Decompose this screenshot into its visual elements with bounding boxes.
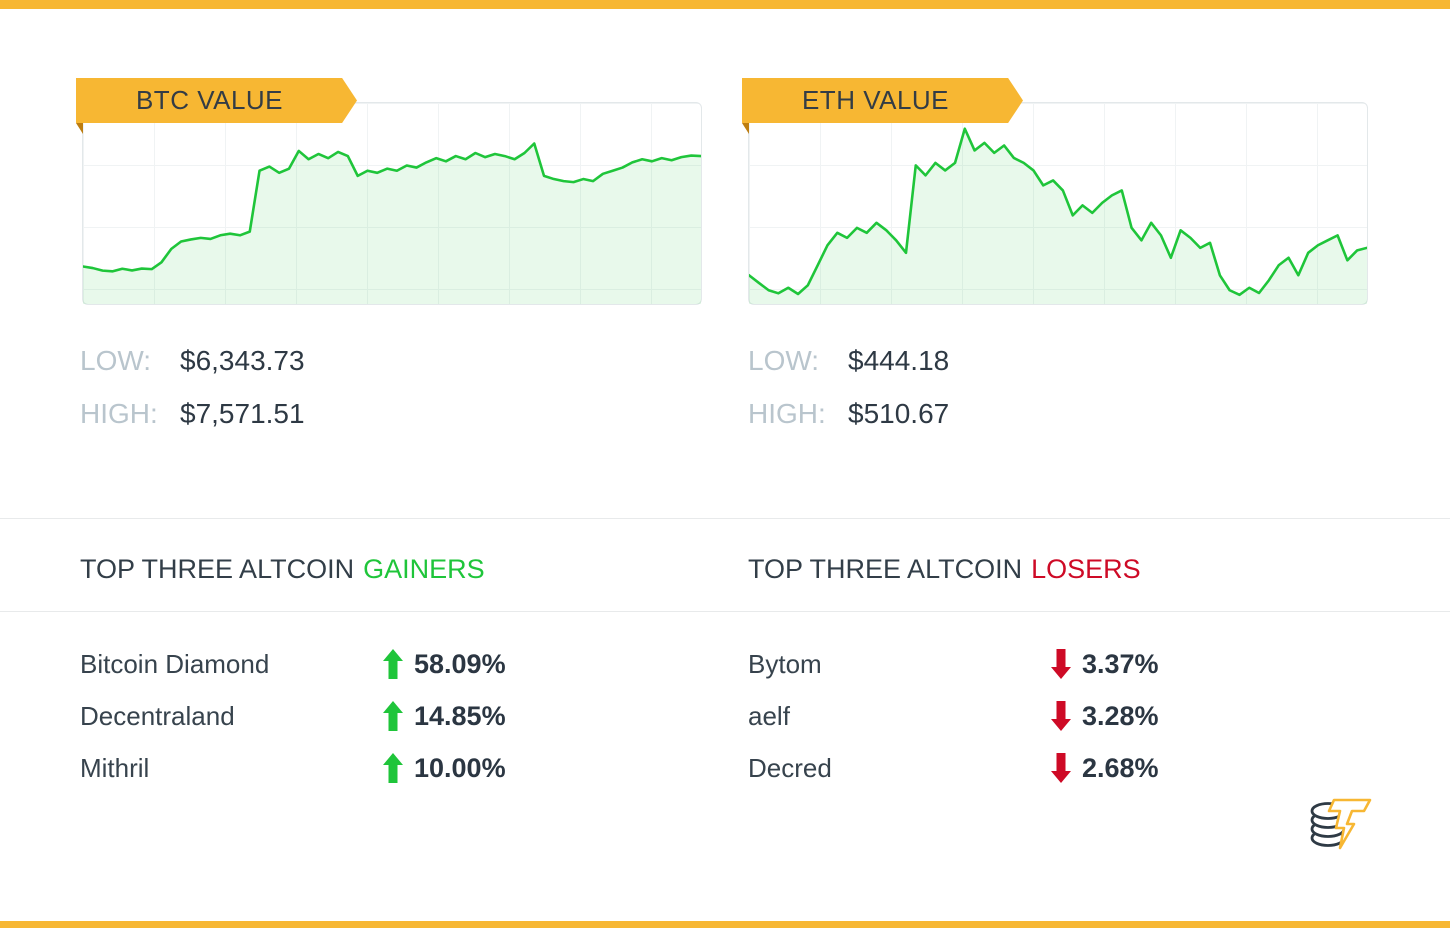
- loser-row: aelf 3.28%: [748, 700, 1308, 732]
- top-accent-bar: [0, 0, 1450, 9]
- btc-ribbon-label: BTC VALUE: [76, 78, 357, 123]
- eth-ribbon-label: ETH VALUE: [742, 78, 1023, 123]
- coin-name: aelf: [748, 700, 790, 731]
- coin-change: 10.00%: [414, 752, 506, 783]
- btc-high-value: $7,571.51: [180, 398, 305, 429]
- gainers-title-word: GAINERS: [363, 554, 485, 584]
- coin-name: Bitcoin Diamond: [80, 648, 270, 679]
- btc-low-label: LOW:: [80, 345, 152, 376]
- coin-name: Decentraland: [80, 700, 235, 731]
- btc-high-label: HIGH:: [80, 398, 158, 429]
- gainer-row: Mithril 10.00%: [80, 752, 640, 784]
- gainer-row: Bitcoin Diamond 58.09%: [80, 648, 640, 680]
- btc-low-row: LOW: $6,343.73: [80, 346, 305, 376]
- eth-low-label: LOW:: [748, 345, 820, 376]
- eth-ribbon-text: ETH VALUE: [801, 85, 950, 115]
- section-divider-top: [0, 518, 1450, 519]
- down-arrow-icon: [1051, 649, 1071, 679]
- btc-ribbon-fold: [76, 123, 83, 134]
- down-arrow-icon: [1051, 753, 1071, 783]
- btc-chart-panel: [82, 102, 702, 305]
- coin-change: 3.28%: [1082, 700, 1159, 731]
- up-arrow-icon: [383, 649, 403, 679]
- up-arrow-icon: [383, 701, 403, 731]
- coin-name: Bytom: [748, 648, 822, 679]
- loser-row: Bytom 3.37%: [748, 648, 1308, 680]
- btc-high-row: HIGH: $7,571.51: [80, 399, 305, 429]
- coin-bolt-logo: [1310, 798, 1372, 850]
- btc-ribbon-text: BTC VALUE: [135, 85, 284, 115]
- losers-title-prefix: TOP THREE ALTCOIN: [748, 554, 1023, 584]
- coin-change: 2.68%: [1082, 752, 1159, 783]
- lightning-bolt-icon: [1327, 798, 1372, 850]
- eth-high-row: HIGH: $510.67: [748, 399, 949, 429]
- section-divider-bottom: [0, 611, 1450, 612]
- btc-low-value: $6,343.73: [180, 345, 305, 376]
- eth-ribbon-fold: [742, 123, 749, 134]
- coin-change: 58.09%: [414, 648, 506, 679]
- coin-name: Decred: [748, 752, 832, 783]
- coin-name: Mithril: [80, 752, 150, 783]
- eth-chart-panel: [748, 102, 1368, 305]
- losers-section-title: TOP THREE ALTCOIN LOSERS: [748, 552, 1141, 586]
- eth-high-value: $510.67: [848, 398, 950, 429]
- eth-low-value: $444.18: [848, 345, 950, 376]
- loser-row: Decred 2.68%: [748, 752, 1308, 784]
- up-arrow-icon: [383, 753, 403, 783]
- down-arrow-icon: [1051, 701, 1071, 731]
- btc-area-chart: [83, 142, 701, 304]
- gainers-section-title: TOP THREE ALTCOIN GAINERS: [80, 552, 485, 586]
- eth-low-row: LOW: $444.18: [748, 346, 949, 376]
- gainers-title-prefix: TOP THREE ALTCOIN: [80, 554, 355, 584]
- coin-change: 3.37%: [1082, 648, 1159, 679]
- eth-high-label: HIGH:: [748, 398, 826, 429]
- coin-change: 14.85%: [414, 700, 506, 731]
- losers-title-word: LOSERS: [1031, 554, 1141, 584]
- bottom-accent-bar: [0, 921, 1450, 928]
- eth-area-chart: [749, 127, 1367, 304]
- gainer-row: Decentraland 14.85%: [80, 700, 640, 732]
